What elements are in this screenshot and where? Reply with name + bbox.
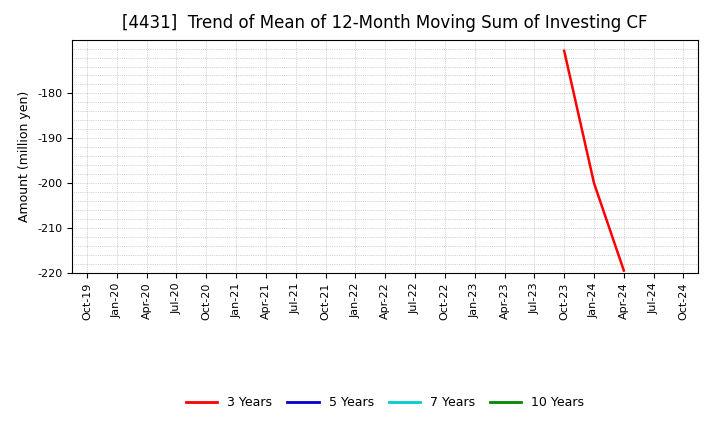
3 Years	[590, 180, 598, 186]
Y-axis label: Amount (million yen): Amount (million yen)	[19, 91, 32, 222]
Legend: 3 Years, 5 Years, 7 Years, 10 Years: 3 Years, 5 Years, 7 Years, 10 Years	[181, 391, 590, 414]
3 Years	[560, 48, 569, 53]
Title: [4431]  Trend of Mean of 12-Month Moving Sum of Investing CF: [4431] Trend of Mean of 12-Month Moving …	[122, 15, 648, 33]
3 Years	[619, 268, 628, 273]
Line: 3 Years: 3 Years	[564, 51, 624, 271]
